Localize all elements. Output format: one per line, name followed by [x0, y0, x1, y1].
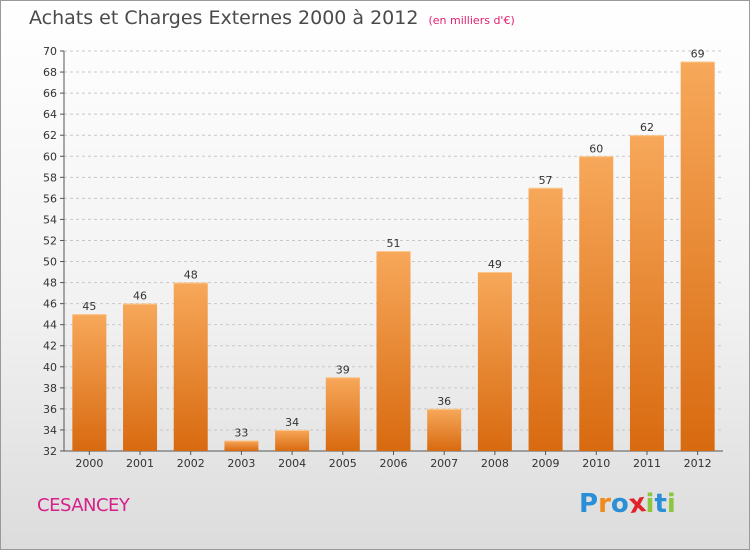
data-labels: 45 46 48 33 34 39 51 36 49 57 60 62 69: [82, 48, 704, 440]
x-tick-label: 2001: [126, 457, 154, 470]
y-tick-label: 70: [43, 45, 57, 58]
x-tick-labels: 2000 2001 2002 2003 2004 2005 2006 2007 2008 2009…: [75, 457, 711, 470]
bar: [224, 440, 259, 451]
data-label: 34: [285, 416, 299, 429]
bar: [72, 314, 107, 451]
x-tick-label: 2003: [227, 457, 255, 470]
data-label: 36: [437, 395, 451, 408]
y-tick-label: 32: [43, 445, 57, 458]
x-tick-label: 2007: [430, 457, 458, 470]
x-tick-label: 2000: [75, 457, 103, 470]
chart-unit-note: (en milliers d'€): [428, 14, 515, 27]
x-tick-label: 2002: [177, 457, 205, 470]
y-tick-label: 68: [43, 66, 57, 79]
logo-letter: o: [610, 489, 629, 519]
bar: [427, 408, 462, 451]
chart-title: Achats et Charges Externes 2000 à 2012 (e…: [29, 7, 515, 29]
chart-title-text: Achats et Charges Externes 2000 à 2012: [29, 7, 419, 29]
y-tick-label: 38: [43, 382, 57, 395]
data-label: 48: [184, 269, 198, 282]
data-label: 62: [640, 121, 654, 134]
data-label: 46: [133, 290, 147, 303]
y-tick-label: 60: [43, 150, 57, 163]
y-tick-label: 62: [43, 129, 57, 142]
y-tick-label: 58: [43, 171, 57, 184]
x-tick-label: 2011: [633, 457, 661, 470]
data-label: 57: [539, 174, 553, 187]
x-tick-label: 2008: [481, 457, 509, 470]
logo-letter: P: [579, 489, 599, 519]
logo-letter: i: [645, 489, 655, 519]
y-tick-label: 36: [43, 403, 57, 416]
x-tick-label: 2010: [582, 457, 610, 470]
data-label: 33: [234, 426, 248, 439]
y-tick-label: 64: [43, 108, 57, 121]
data-label: 51: [387, 237, 401, 250]
bar: [680, 61, 715, 452]
y-tick-label: 44: [43, 319, 57, 332]
x-tick-label: 2004: [278, 457, 306, 470]
bar: [477, 272, 512, 451]
x-tick-label: 2006: [380, 457, 408, 470]
y-tick-label: 34: [43, 424, 57, 437]
y-tick-label: 42: [43, 340, 57, 353]
logo-letter: x: [626, 487, 648, 521]
y-tick-label: 54: [43, 213, 57, 226]
data-label: 69: [691, 48, 705, 61]
logo-letter: r: [598, 489, 611, 519]
logo-letter: t: [654, 489, 667, 519]
bar: [629, 135, 664, 452]
bar: [123, 303, 158, 451]
bars: [72, 61, 715, 452]
y-tick-label: 40: [43, 361, 57, 374]
x-tick-label: 2012: [684, 457, 712, 470]
proxiti-logo: Proxiti: [579, 487, 676, 521]
y-tick-labels: 32 34 36 38 40 42 44 46 48 50 52 54 56 58 60 62 64 66 68 70: [43, 45, 57, 458]
y-tick-label: 46: [43, 298, 57, 311]
bar: [275, 429, 310, 451]
logo-letter: i: [666, 489, 676, 519]
bar: [325, 377, 360, 451]
bar: [579, 156, 614, 451]
x-tick-label: 2005: [329, 457, 357, 470]
y-tick-label: 52: [43, 234, 57, 247]
data-label: 45: [82, 300, 96, 313]
data-label: 60: [589, 142, 603, 155]
y-tick-label: 48: [43, 277, 57, 290]
bar: [528, 187, 563, 451]
y-tick-label: 66: [43, 87, 57, 100]
data-label: 39: [336, 363, 350, 376]
y-tick-label: 50: [43, 256, 57, 269]
bar: [376, 251, 411, 451]
x-tick-label: 2009: [532, 457, 560, 470]
bar: [173, 282, 208, 451]
y-tick-label: 56: [43, 192, 57, 205]
location-label: CESANCEY: [37, 495, 130, 516]
data-label: 49: [488, 258, 502, 271]
